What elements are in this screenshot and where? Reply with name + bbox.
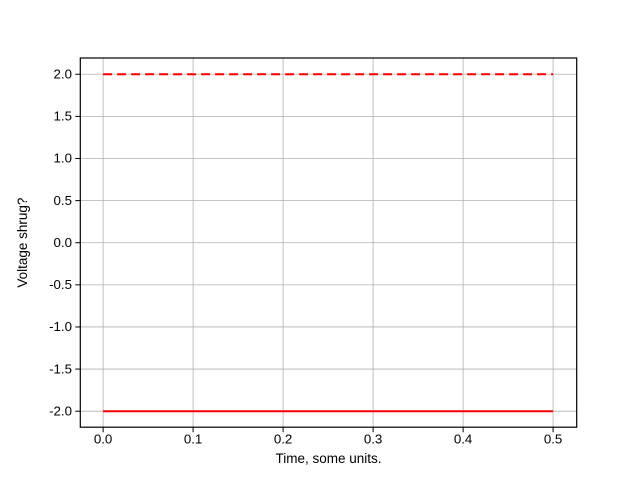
- svg-text:0.0: 0.0: [94, 432, 113, 447]
- svg-text:-1.0: -1.0: [49, 319, 72, 334]
- svg-text:0.4: 0.4: [454, 432, 473, 447]
- svg-text:0.2: 0.2: [274, 432, 293, 447]
- svg-text:0.1: 0.1: [184, 432, 203, 447]
- svg-text:-0.5: -0.5: [49, 277, 72, 292]
- svg-text:-2.0: -2.0: [49, 403, 72, 418]
- svg-text:0.5: 0.5: [54, 193, 73, 208]
- svg-text:Time, some units.: Time, some units.: [275, 451, 381, 466]
- svg-text:1.5: 1.5: [54, 109, 73, 124]
- svg-text:2.0: 2.0: [54, 67, 73, 82]
- svg-text:0.0: 0.0: [54, 235, 73, 250]
- svg-text:1.0: 1.0: [54, 151, 73, 166]
- svg-text:0.5: 0.5: [544, 432, 563, 447]
- svg-text:Voltage shrug?: Voltage shrug?: [15, 198, 30, 288]
- svg-text:0.3: 0.3: [364, 432, 383, 447]
- svg-text:-1.5: -1.5: [49, 361, 72, 376]
